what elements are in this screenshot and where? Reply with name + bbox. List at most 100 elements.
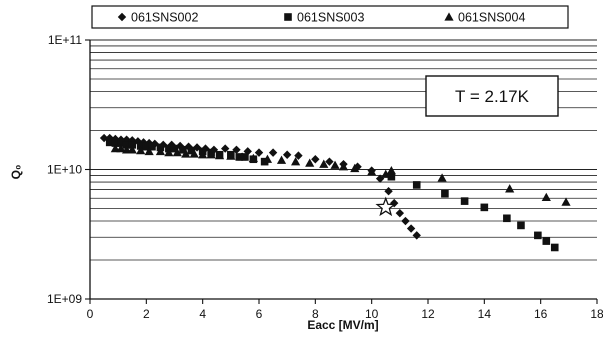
data-point-triangle <box>248 153 258 162</box>
data-point-diamond <box>128 136 137 145</box>
data-point-square <box>441 189 449 198</box>
data-point-triangle <box>350 163 360 173</box>
data-point-square <box>117 139 125 147</box>
data-point-triangle <box>319 159 329 168</box>
highlight-star-marker <box>375 196 397 217</box>
data-point-diamond <box>268 148 278 157</box>
data-point-triangle <box>561 197 571 206</box>
data-point-square <box>412 181 421 189</box>
legend-marker-triangle <box>444 12 454 21</box>
data-point-triangle <box>116 144 126 153</box>
data-point-diamond <box>353 162 362 171</box>
legend-item: 061SNS004 <box>444 11 525 25</box>
data-point-diamond <box>282 150 292 159</box>
data-point-triangle <box>164 148 174 157</box>
data-point-diamond <box>395 208 405 218</box>
data-point-square <box>241 153 249 161</box>
legend-marker-square <box>284 13 292 21</box>
annotation-box <box>425 75 559 117</box>
data-point-square <box>111 139 120 147</box>
data-point-diamond <box>412 231 421 240</box>
data-point-square <box>136 142 145 150</box>
legend-item: 061SNS002 <box>117 11 198 25</box>
data-point-triangle <box>181 149 191 158</box>
gridlines <box>90 39 597 261</box>
data-point-triangle <box>291 157 301 166</box>
x-tick-label: 6 <box>256 307 263 321</box>
data-point-square <box>128 141 137 149</box>
data-point-triangle <box>214 151 225 160</box>
data-point-triangle <box>226 151 236 160</box>
data-point-square <box>179 145 187 154</box>
data-point-triangle <box>367 167 377 176</box>
data-point-diamond <box>175 141 185 151</box>
data-point-diamond <box>254 148 264 157</box>
data-point-square <box>387 172 396 181</box>
y-tick-label: 1E+10 <box>47 163 82 177</box>
data-point-square <box>480 203 489 212</box>
data-point-square <box>142 142 151 151</box>
data-point-triangle <box>505 184 515 193</box>
data-point-triangle <box>330 160 340 169</box>
annotation-text: T = 2.17K <box>455 87 530 106</box>
data-point-triangle <box>198 150 208 159</box>
data-point-triangle <box>155 146 166 156</box>
data-point-diamond <box>384 186 393 196</box>
legend-item: 061SNS003 <box>284 11 364 25</box>
x-tick-label: 0 <box>87 307 94 321</box>
data-point-triangle <box>305 158 315 167</box>
data-point-triangle <box>381 169 391 178</box>
data-point-diamond <box>401 216 410 226</box>
data-point-diamond <box>311 155 320 164</box>
data-point-triangle <box>172 148 182 157</box>
legend-label: 061SNS004 <box>458 11 525 25</box>
x-tick-label: 4 <box>199 307 206 321</box>
data-point-square <box>460 197 469 205</box>
data-point-triangle <box>144 146 154 156</box>
y-axis-label: Q₀ <box>9 165 23 180</box>
data-point-square <box>122 141 131 149</box>
data-point-square <box>148 142 156 151</box>
x-tick-label: 2 <box>143 307 150 321</box>
data-point-triangle <box>136 145 146 155</box>
data-point-triangle <box>437 173 447 182</box>
data-point-square <box>105 138 114 147</box>
x-tick-label: 12 <box>421 307 435 321</box>
legend-label: 061SNS003 <box>297 11 364 25</box>
legend: 061SNS002 061SNS003 061SNS004 <box>91 5 569 29</box>
temperature-annotation: T = 2.17K <box>425 75 559 117</box>
data-point-square <box>187 146 196 155</box>
data-point-diamond <box>325 157 334 166</box>
x-axis-label: Eacc [MV/m] <box>307 318 378 332</box>
x-tick-label: 10 <box>365 307 379 321</box>
series-061SNS004 <box>110 144 571 206</box>
data-point-triangle <box>237 152 247 161</box>
data-point-triangle <box>189 149 199 158</box>
data-point-triangle <box>127 145 137 154</box>
data-point-diamond <box>406 224 416 233</box>
data-point-square <box>550 243 559 252</box>
data-point-square <box>534 231 542 240</box>
data-point-square <box>542 237 551 245</box>
data-point-diamond <box>294 151 303 160</box>
data-point-triangle <box>338 162 349 171</box>
data-point-square <box>235 153 244 161</box>
data-point-triangle <box>262 154 273 163</box>
data-point-triangle <box>386 166 396 175</box>
x-tick-label: 18 <box>590 307 603 321</box>
data-point-square <box>170 144 179 153</box>
data-point-square <box>503 214 511 223</box>
data-point-diamond <box>221 144 230 153</box>
legend-box <box>91 5 569 29</box>
y-tick-label: 1E+09 <box>47 292 82 306</box>
y-tick-label: 1E+11 <box>48 33 82 47</box>
data-point-square <box>517 221 525 230</box>
legend-label: 061SNS002 <box>131 11 198 25</box>
data-point-triangle <box>276 155 287 164</box>
x-tick-label: 16 <box>534 307 548 321</box>
x-tick-label: 8 <box>312 307 319 321</box>
data-point-triangle <box>206 150 216 159</box>
legend-marker-diamond <box>117 12 127 22</box>
data-point-triangle <box>541 192 551 201</box>
